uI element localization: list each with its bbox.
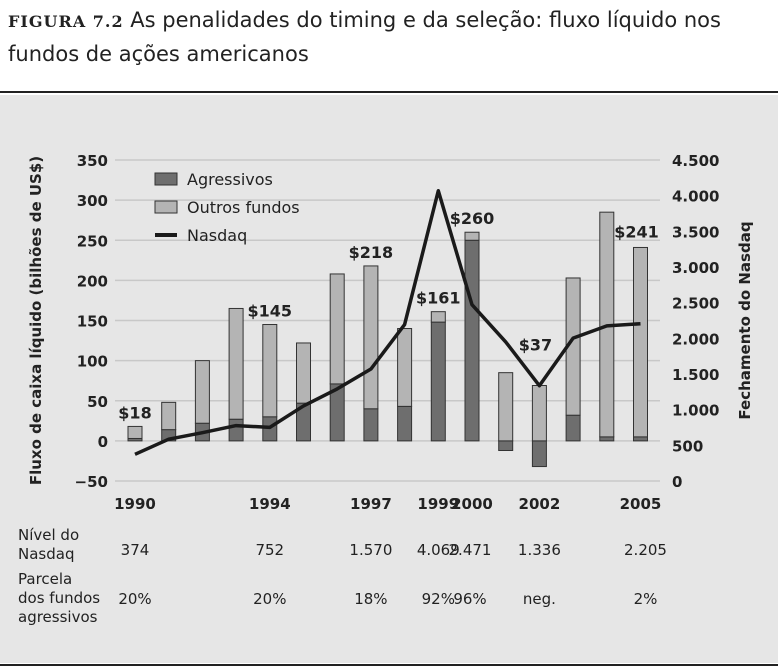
table-cell: 374 [121,541,150,559]
y-tick-label: 350 [77,152,108,170]
legend-label: Outros fundos [187,198,300,217]
table-cell: 92% [422,590,455,608]
bar-outros-fundos [498,372,514,442]
bar-outros-fundos [464,231,480,241]
nasdaq-line [134,188,641,456]
legend-label: Nasdaq [187,226,247,245]
bar-outros-fundos [127,425,143,439]
x-tick-label: 1997 [350,495,392,513]
y2-tick-label: 4.000 [672,188,719,206]
bar-value-label: $161 [416,289,461,308]
y2-tick-label: 2.500 [672,295,719,313]
y2-tick-label: 2.000 [672,330,719,348]
top-rule [0,91,778,93]
table-row-label: dos fundos [18,589,100,607]
table-cell: 20% [253,590,286,608]
bar-agressivos [363,408,379,442]
table-cell: 2.471 [449,541,492,559]
table-row-label: Nível do [18,526,79,544]
y2-tick-label: 4.500 [672,152,719,170]
x-tick-label: 2005 [620,495,662,513]
chart-panel [0,95,778,663]
bar-agressivos [464,239,480,442]
y-tick-label: 100 [77,353,108,371]
bar-outros-fundos [296,342,311,404]
legend-swatch [154,172,178,186]
bar-outros-fundos [228,307,244,420]
figure-caption: As penalidades do timing e da seleção: f… [8,8,721,66]
bar-value-label: $18 [118,403,151,422]
bar-value-label: $145 [248,302,293,321]
bar-agressivos [565,414,581,442]
y2-tick-label: 3.500 [672,223,719,241]
y-tick-label: 0 [98,433,108,451]
table-cell: 1.570 [349,541,392,559]
y-tick-label: 50 [87,393,108,411]
bar-outros-fundos [161,401,177,431]
bar-outros-fundos [397,328,413,407]
y2-tick-label: 500 [672,437,703,455]
y-tick-label: 300 [77,192,108,210]
figure-number: FIGURA 7.2 [8,12,124,31]
table-cell: 20% [118,590,151,608]
bar-outros-fundos [194,360,210,424]
x-tick-label: 1990 [114,495,156,513]
table-cell: 2% [634,590,658,608]
table-cell: 1.336 [518,541,561,559]
x-tick-label: 2000 [451,495,493,513]
table-row-label: agressivos [18,608,98,626]
table-cell: 752 [255,541,284,559]
bar-agressivos [531,440,547,468]
x-tick-label: 1994 [249,495,291,513]
bar-outros-fundos [329,273,345,385]
bar-agressivos [498,440,514,452]
y2-tick-label: 0 [672,473,682,491]
bar-value-label: $260 [450,209,495,228]
bar-value-label: $241 [614,222,659,241]
figure-title: FIGURA 7.2 As penalidades do timing e da… [8,4,768,70]
bar-outros-fundos [633,246,648,438]
legend-swatch [154,200,178,214]
bar-value-label: $218 [349,243,394,262]
x-tick-label: 2002 [519,495,561,513]
table-cell: 4.069 [417,541,460,559]
bar-agressivos [228,418,244,442]
y-tick-label: 150 [77,313,108,331]
bar-agressivos [430,321,446,442]
table-cell: 96% [453,590,486,608]
y2-tick-label: 1.000 [672,402,719,420]
y-axis-label: Fluxo de caixa líquido (bilhões de US$) [27,156,45,485]
bar-outros-fundos [363,265,379,410]
y2-tick-label: 3.000 [672,259,719,277]
x-tick-label: 1999 [417,495,459,513]
bar-outros-fundos [531,385,547,442]
bar-agressivos [397,405,413,442]
table-cell: neg. [523,590,556,608]
y2-tick-label: 1.500 [672,366,719,384]
table-row-label: Parcela [18,570,72,588]
bar-agressivos [633,436,648,442]
bottom-rule [0,664,778,666]
bar-outros-fundos [262,324,278,418]
table-cell: 2.205 [624,541,667,559]
y-tick-label: 250 [77,232,108,250]
y-tick-label: −50 [75,473,108,491]
bar-value-label: $37 [519,336,552,355]
table-cell: 18% [354,590,387,608]
y-tick-label: 200 [77,272,108,290]
table-row-label: Nasdaq [18,545,74,563]
y2-axis-label: Fechamento do Nasdaq [736,221,754,419]
bar-agressivos [599,436,615,442]
bar-outros-fundos [430,311,446,323]
legend-label: Agressivos [187,170,273,189]
